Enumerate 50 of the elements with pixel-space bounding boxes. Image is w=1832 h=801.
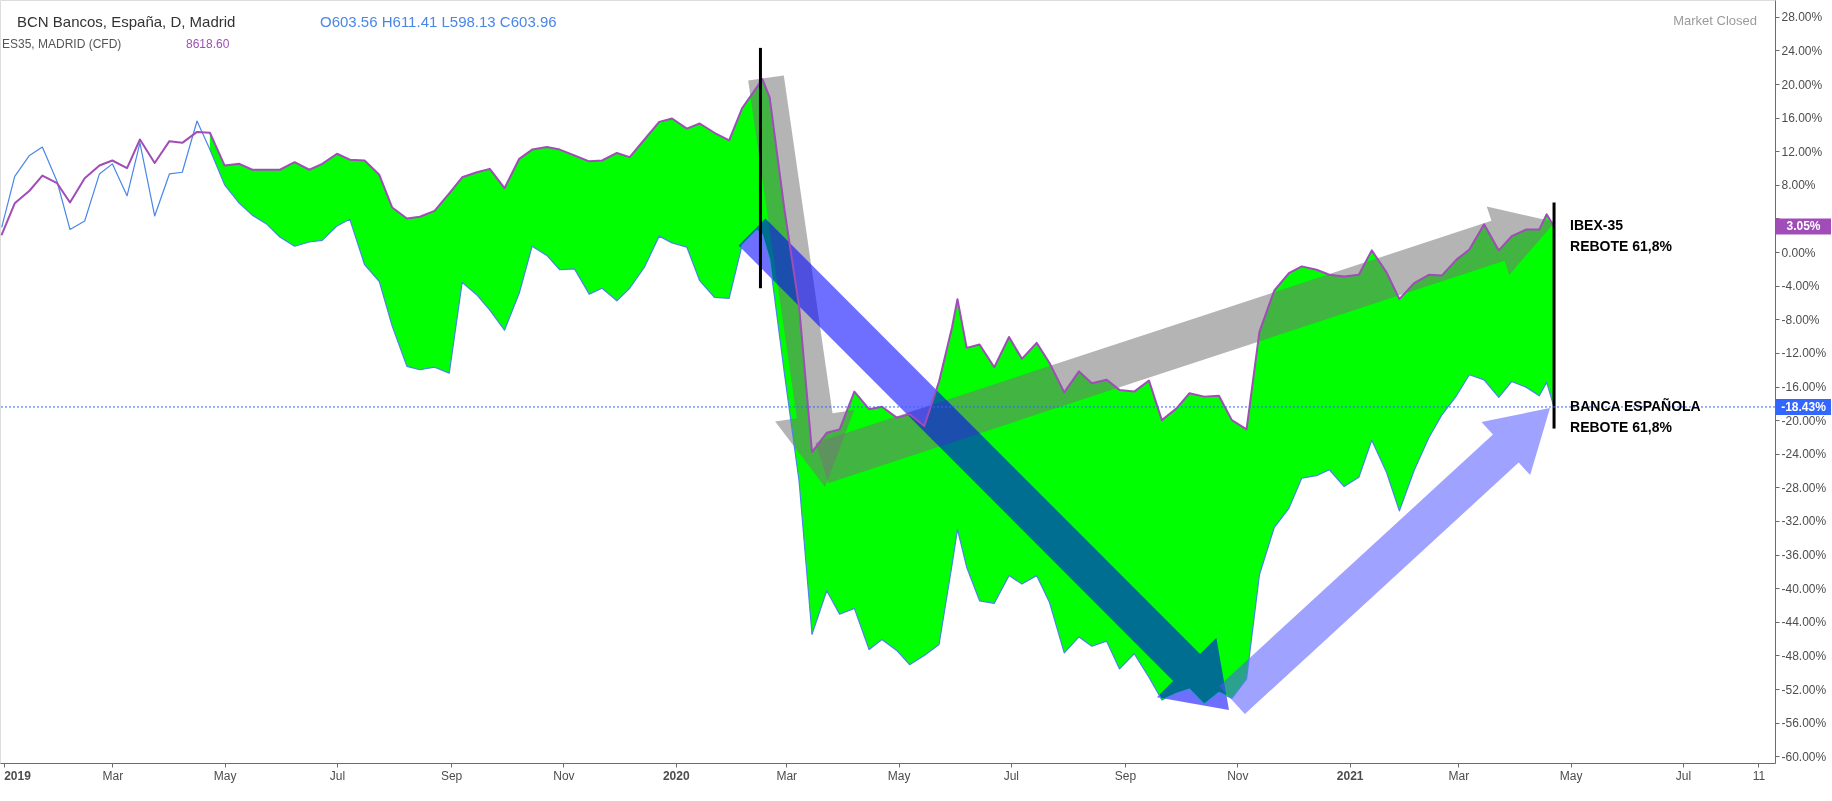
x-tick-label: May (1559, 768, 1583, 783)
x-tick-label: Jul (1003, 768, 1020, 783)
y-tick-label: -48.00% (1781, 648, 1827, 663)
x-tick-label: Mar (1448, 768, 1470, 783)
y-tick-label: 20.00% (1781, 77, 1823, 92)
y-tick-label: 8.00% (1781, 178, 1816, 193)
x-tick-label: 11 (1752, 768, 1766, 783)
y-tick-label: -12.00% (1781, 346, 1827, 361)
y-tick-label: -28.00% (1781, 480, 1827, 495)
y-tick-label: -8.00% (1781, 312, 1820, 327)
text: 3.05% (1786, 219, 1821, 234)
annotation: 8618.60 (186, 37, 230, 51)
annotation: Market Closed (1673, 13, 1757, 28)
y-tick-label: -32.00% (1781, 514, 1827, 529)
y-tick-label: -44.00% (1781, 615, 1827, 630)
y-tick-label: 24.00% (1781, 43, 1823, 58)
line-series (0, 77, 1556, 454)
y-tick-label: 16.00% (1781, 111, 1823, 126)
x-tick-label: May (887, 768, 911, 783)
ref-line-label: -18.43% (1781, 399, 1827, 414)
x-tick-label: Mar (102, 768, 124, 783)
x-tick-label: Jul (329, 768, 346, 783)
x-tick-label: Nov (1227, 768, 1249, 783)
annotation: BANCA ESPAÑOLA REBOTE 61,8% (1570, 396, 1701, 435)
y-tick-label: 28.00% (1781, 10, 1823, 25)
annotation: O603.56 H611.41 L598.13 C603.96 (320, 13, 557, 30)
y-tick-label: -56.00% (1781, 716, 1827, 731)
x-tick-label: 2021 (1336, 768, 1364, 783)
y-tick-label: 12.00% (1781, 144, 1823, 159)
y-tick-label: -4.00% (1781, 279, 1820, 294)
text: BCN Bancos, España, D, Madrid (17, 13, 236, 30)
line-series (1, 120, 1555, 705)
y-tick-label: -24.00% (1781, 447, 1827, 462)
x-tick-label: May (213, 768, 237, 783)
y-tick-label: -52.00% (1781, 682, 1827, 697)
x-tick-label: 2020 (662, 768, 690, 783)
x-tick-label: Nov (553, 768, 575, 783)
y-tick-label: -20.00% (1781, 413, 1827, 428)
text: ES35, MADRID (CFD) (2, 37, 122, 51)
y-tick-label: -40.00% (1781, 581, 1827, 596)
y-tick-label: -60.00% (1781, 749, 1827, 764)
y-tick-label: -36.00% (1781, 548, 1827, 563)
annotation: IBEX-35 REBOTE 61,8% (1570, 217, 1673, 255)
x-tick-label: Sep (440, 768, 463, 783)
x-tick-label: Jul (1675, 768, 1692, 783)
y-tick-label: -16.00% (1781, 380, 1827, 395)
x-tick-label: Mar (776, 768, 798, 783)
x-tick-label: 2019 (4, 768, 32, 783)
y-tick-label: 0.00% (1781, 245, 1816, 260)
x-tick-label: Sep (1114, 768, 1137, 783)
